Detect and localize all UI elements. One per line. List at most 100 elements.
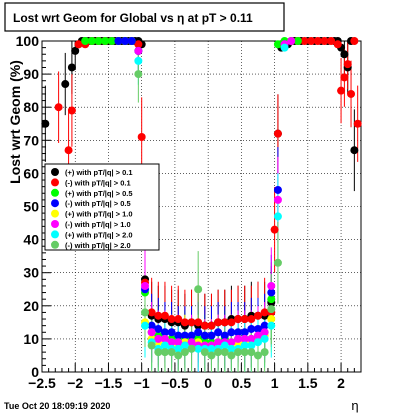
x-tick-label: 1 bbox=[271, 375, 279, 391]
data-point-series-6 bbox=[174, 344, 183, 353]
data-point-series-7 bbox=[260, 348, 269, 357]
data-point-series-3 bbox=[267, 288, 276, 297]
data-point-series-1 bbox=[300, 37, 309, 45]
data-point-series-6 bbox=[160, 341, 169, 350]
data-point-series-7 bbox=[273, 258, 282, 267]
data-point-series-1 bbox=[154, 311, 163, 320]
data-point-series-5 bbox=[141, 281, 150, 290]
data-point-series-7 bbox=[194, 285, 203, 294]
data-point-series-6 bbox=[134, 56, 143, 65]
data-point-series-7 bbox=[227, 351, 236, 360]
data-point-series-3 bbox=[114, 37, 123, 45]
data-point-series-5 bbox=[227, 338, 236, 347]
data-point-series-5 bbox=[134, 46, 143, 55]
legend-entry: (+) with pT/|q| > 0.5 bbox=[65, 189, 133, 198]
data-point-series-7 bbox=[214, 348, 223, 357]
data-point-series-5 bbox=[247, 334, 256, 343]
x-tick-label: 0.5 bbox=[232, 375, 252, 391]
data-point-series-7 bbox=[240, 348, 249, 357]
data-point-series-3 bbox=[121, 37, 130, 45]
data-point-series-1 bbox=[327, 37, 336, 45]
data-point-series-1 bbox=[160, 311, 169, 320]
data-point-series-1 bbox=[147, 308, 156, 317]
y-tick-label: 70 bbox=[23, 132, 39, 148]
data-point-series-0 bbox=[71, 46, 80, 55]
data-point-series-5 bbox=[174, 338, 183, 347]
x-tick-label: −2.5 bbox=[28, 375, 56, 391]
data-point-series-0 bbox=[61, 80, 70, 89]
legend-entry: (+) with pT/|q| > 1.0 bbox=[65, 210, 133, 219]
data-point-series-2 bbox=[293, 37, 302, 45]
data-point-series-3 bbox=[220, 331, 229, 340]
data-point-series-1 bbox=[207, 321, 216, 330]
data-point-series-1 bbox=[247, 315, 256, 324]
data-point-series-5 bbox=[147, 328, 156, 337]
data-point-series-5 bbox=[267, 281, 276, 290]
data-point-series-0 bbox=[340, 50, 349, 59]
data-point-series-5 bbox=[187, 338, 196, 347]
data-point-series-5 bbox=[160, 334, 169, 343]
data-point-series-3 bbox=[194, 328, 203, 337]
data-point-series-6 bbox=[280, 43, 289, 52]
data-point-series-2 bbox=[267, 295, 276, 304]
data-point-series-7 bbox=[180, 348, 189, 357]
data-point-series-6 bbox=[180, 341, 189, 350]
data-point-series-3 bbox=[207, 331, 216, 340]
data-point-series-1 bbox=[180, 318, 189, 327]
data-point-series-3 bbox=[160, 328, 169, 337]
data-point-series-6 bbox=[220, 341, 229, 350]
data-point-series-7 bbox=[220, 348, 229, 357]
data-point-series-6 bbox=[194, 344, 203, 353]
data-point-series-1 bbox=[194, 318, 203, 327]
data-point-series-6 bbox=[260, 334, 269, 343]
data-point-series-5 bbox=[273, 195, 282, 204]
data-point-series-3 bbox=[273, 185, 282, 194]
data-point-series-1 bbox=[134, 40, 143, 49]
legend-marker bbox=[51, 188, 59, 197]
data-point-series-3 bbox=[147, 321, 156, 330]
data-point-series-7 bbox=[253, 351, 262, 360]
y-axis-label: Lost wrt Geom (%) bbox=[7, 60, 23, 184]
data-point-series-1 bbox=[240, 315, 249, 324]
data-point-series-7 bbox=[207, 351, 216, 360]
data-point-series-4 bbox=[267, 315, 276, 324]
data-point-series-6 bbox=[207, 344, 216, 353]
data-point-series-1 bbox=[313, 37, 322, 45]
data-point-series-5 bbox=[154, 334, 163, 343]
legend-entry: (+) with pT/|q| > 2.0 bbox=[65, 230, 133, 239]
data-point-series-1 bbox=[220, 318, 229, 327]
data-point-series-7 bbox=[134, 70, 143, 79]
y-tick-label: 90 bbox=[23, 66, 39, 82]
chart-title: Lost wrt Geom for Global vs η at pT > 0.… bbox=[13, 11, 253, 25]
legend-entry: (-) with pT/|q| > 1.0 bbox=[65, 220, 131, 229]
data-point-series-2 bbox=[81, 37, 90, 45]
data-point-series-3 bbox=[214, 328, 223, 337]
legend-marker bbox=[51, 168, 59, 176]
y-tick-label: 40 bbox=[23, 232, 39, 248]
data-point-series-3 bbox=[127, 37, 136, 45]
data-point-series-1 bbox=[214, 318, 223, 327]
data-point-series-1 bbox=[74, 40, 83, 49]
x-tick-label: −0.5 bbox=[161, 375, 189, 391]
data-point-series-1 bbox=[167, 315, 176, 324]
legend-entry: (-) with pT/|q| > 2.0 bbox=[65, 241, 131, 250]
data-point-series-1 bbox=[64, 146, 73, 155]
data-point-series-3 bbox=[180, 331, 189, 340]
x-axis-label: η bbox=[351, 398, 358, 413]
data-point-series-1 bbox=[260, 308, 269, 317]
data-point-series-5 bbox=[240, 334, 249, 343]
data-point-series-6 bbox=[227, 344, 236, 353]
data-point-series-1 bbox=[227, 318, 236, 327]
y-tick-label: 60 bbox=[23, 165, 39, 181]
x-tick-label: 1.5 bbox=[298, 375, 318, 391]
data-point-series-3 bbox=[167, 328, 176, 337]
data-point-series-2 bbox=[101, 37, 110, 45]
footer-timestamp: Tue Oct 20 18:09:19 2020 bbox=[4, 401, 110, 411]
data-point-series-7 bbox=[141, 308, 150, 317]
data-point-series-3 bbox=[227, 328, 236, 337]
y-tick-label: 100 bbox=[16, 33, 40, 49]
data-point-series-7 bbox=[174, 351, 183, 360]
data-point-series-5 bbox=[287, 37, 296, 45]
